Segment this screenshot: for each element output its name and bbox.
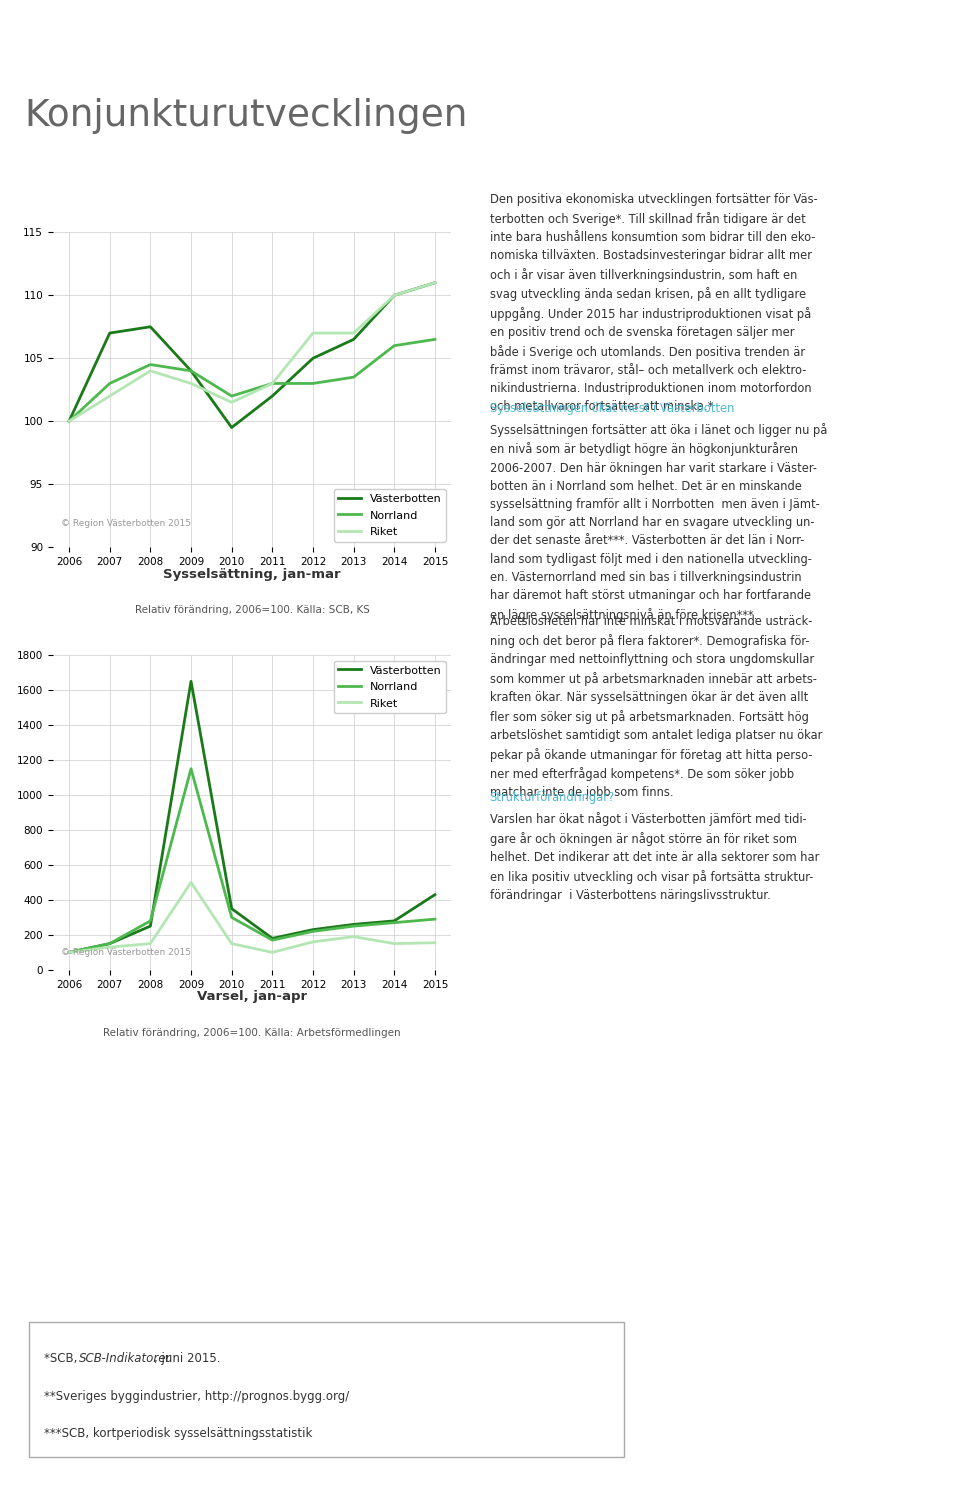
Riket — [226, 393, 237, 411]
Norrland — [145, 355, 156, 373]
Norrland — [63, 943, 75, 961]
Riket — [104, 387, 115, 405]
Riket — [348, 928, 359, 946]
Norrland — [389, 914, 400, 932]
Västerbotten — [63, 412, 75, 430]
Norrland — [267, 375, 278, 393]
Västerbotten — [389, 286, 400, 304]
Västerbotten — [104, 935, 115, 953]
Text: ***SCB, kortperiodisk sysselsättningsstatistik: ***SCB, kortperiodisk sysselsättningssta… — [44, 1427, 312, 1441]
Riket — [63, 412, 75, 430]
Västerbotten — [429, 886, 441, 904]
Västerbotten — [185, 361, 197, 379]
Norrland — [63, 412, 75, 430]
Text: © Region Västerbotten 2015: © Region Västerbotten 2015 — [60, 519, 191, 528]
Riket — [348, 324, 359, 342]
Västerbotten — [307, 920, 319, 938]
Norrland — [226, 908, 237, 926]
Text: Relativ förändring, 2006=100. Källa: SCB, KS: Relativ förändring, 2006=100. Källa: SCB… — [134, 606, 370, 615]
Text: Varslen har ökat något i Västerbotten jämfört med tidi-
gare år och ökningen är : Varslen har ökat något i Västerbotten jä… — [490, 812, 819, 902]
Text: SCB-Indikatorer: SCB-Indikatorer — [80, 1352, 172, 1364]
Norrland — [185, 760, 197, 778]
Text: Strukturförändringar?: Strukturförändringar? — [490, 791, 614, 805]
Line: Västerbotten: Västerbotten — [69, 283, 435, 427]
Text: Sysselsättning, jan-mar: Sysselsättning, jan-mar — [163, 568, 341, 580]
Norrland — [185, 361, 197, 379]
Norrland — [104, 375, 115, 393]
Västerbotten — [226, 418, 237, 436]
Västerbotten — [63, 943, 75, 961]
Line: Riket: Riket — [69, 283, 435, 421]
Line: Norrland: Norrland — [69, 339, 435, 421]
Norrland — [307, 375, 319, 393]
Västerbotten — [267, 929, 278, 947]
Legend: Västerbotten, Norrland, Riket: Västerbotten, Norrland, Riket — [334, 661, 445, 714]
Text: Konjunkturutvecklingen: Konjunkturutvecklingen — [24, 97, 468, 133]
Text: Varsel, jan-apr: Varsel, jan-apr — [197, 991, 307, 1003]
Riket — [185, 874, 197, 892]
Norrland — [348, 917, 359, 935]
Västerbotten — [307, 349, 319, 367]
Norrland — [307, 922, 319, 940]
Riket — [429, 934, 441, 952]
Riket — [145, 935, 156, 953]
Västerbotten — [389, 911, 400, 929]
Line: Västerbotten: Västerbotten — [69, 682, 435, 952]
Legend: Västerbotten, Norrland, Riket: Västerbotten, Norrland, Riket — [334, 489, 445, 541]
Norrland — [226, 387, 237, 405]
FancyBboxPatch shape — [29, 1322, 624, 1457]
Riket — [389, 286, 400, 304]
Riket — [63, 943, 75, 961]
Västerbotten — [226, 899, 237, 917]
Riket — [226, 935, 237, 953]
Västerbotten — [429, 274, 441, 292]
Riket — [429, 274, 441, 292]
Riket — [185, 375, 197, 393]
Text: Sysselsättningen ökat mest i Västerbotten: Sysselsättningen ökat mest i Västerbotte… — [490, 402, 734, 415]
Norrland — [145, 911, 156, 929]
Norrland — [389, 337, 400, 355]
Västerbotten — [145, 318, 156, 336]
Norrland — [348, 369, 359, 387]
Riket — [389, 935, 400, 953]
Riket — [267, 943, 278, 961]
Västerbotten — [348, 330, 359, 348]
Riket — [267, 375, 278, 393]
Västerbotten — [185, 673, 197, 691]
Text: KONJUNKTURLÄGE VÄSTERBOTTEN SOMMAR 2015: KONJUNKTURLÄGE VÄSTERBOTTEN SOMMAR 2015 — [24, 21, 398, 36]
Text: , juni 2015.: , juni 2015. — [154, 1352, 220, 1364]
Line: Riket: Riket — [69, 883, 435, 952]
Västerbotten — [267, 387, 278, 405]
Riket — [145, 361, 156, 379]
Text: Den positiva ekonomiska utvecklingen fortsätter för Väs-
terbotten och Sverige*.: Den positiva ekonomiska utvecklingen for… — [490, 193, 817, 414]
Norrland — [267, 931, 278, 949]
Line: Norrland: Norrland — [69, 769, 435, 952]
Västerbotten — [104, 324, 115, 342]
Riket — [307, 324, 319, 342]
Riket — [104, 938, 115, 956]
Västerbotten — [145, 917, 156, 935]
Norrland — [429, 330, 441, 348]
Norrland — [104, 935, 115, 953]
Västerbotten — [348, 916, 359, 934]
Riket — [307, 932, 319, 950]
Text: Relativ förändring, 2006=100. Källa: Arbetsförmedlingen: Relativ förändring, 2006=100. Källa: Arb… — [103, 1028, 401, 1037]
Text: **Sveriges byggindustrier, http://prognos.bygg.org/: **Sveriges byggindustrier, http://progno… — [44, 1390, 348, 1403]
Norrland — [429, 910, 441, 928]
Text: Arbetslösheten har inte minskat i motsvarande usträck-
ning och det beror på fle: Arbetslösheten har inte minskat i motsva… — [490, 615, 822, 799]
Text: © Region Västerbotten 2015: © Region Västerbotten 2015 — [60, 949, 191, 958]
Text: *SCB,: *SCB, — [44, 1352, 81, 1364]
Text: Sysselsättningen fortsätter att öka i länet och ligger nu på
en nivå som är bety: Sysselsättningen fortsätter att öka i lä… — [490, 423, 827, 622]
